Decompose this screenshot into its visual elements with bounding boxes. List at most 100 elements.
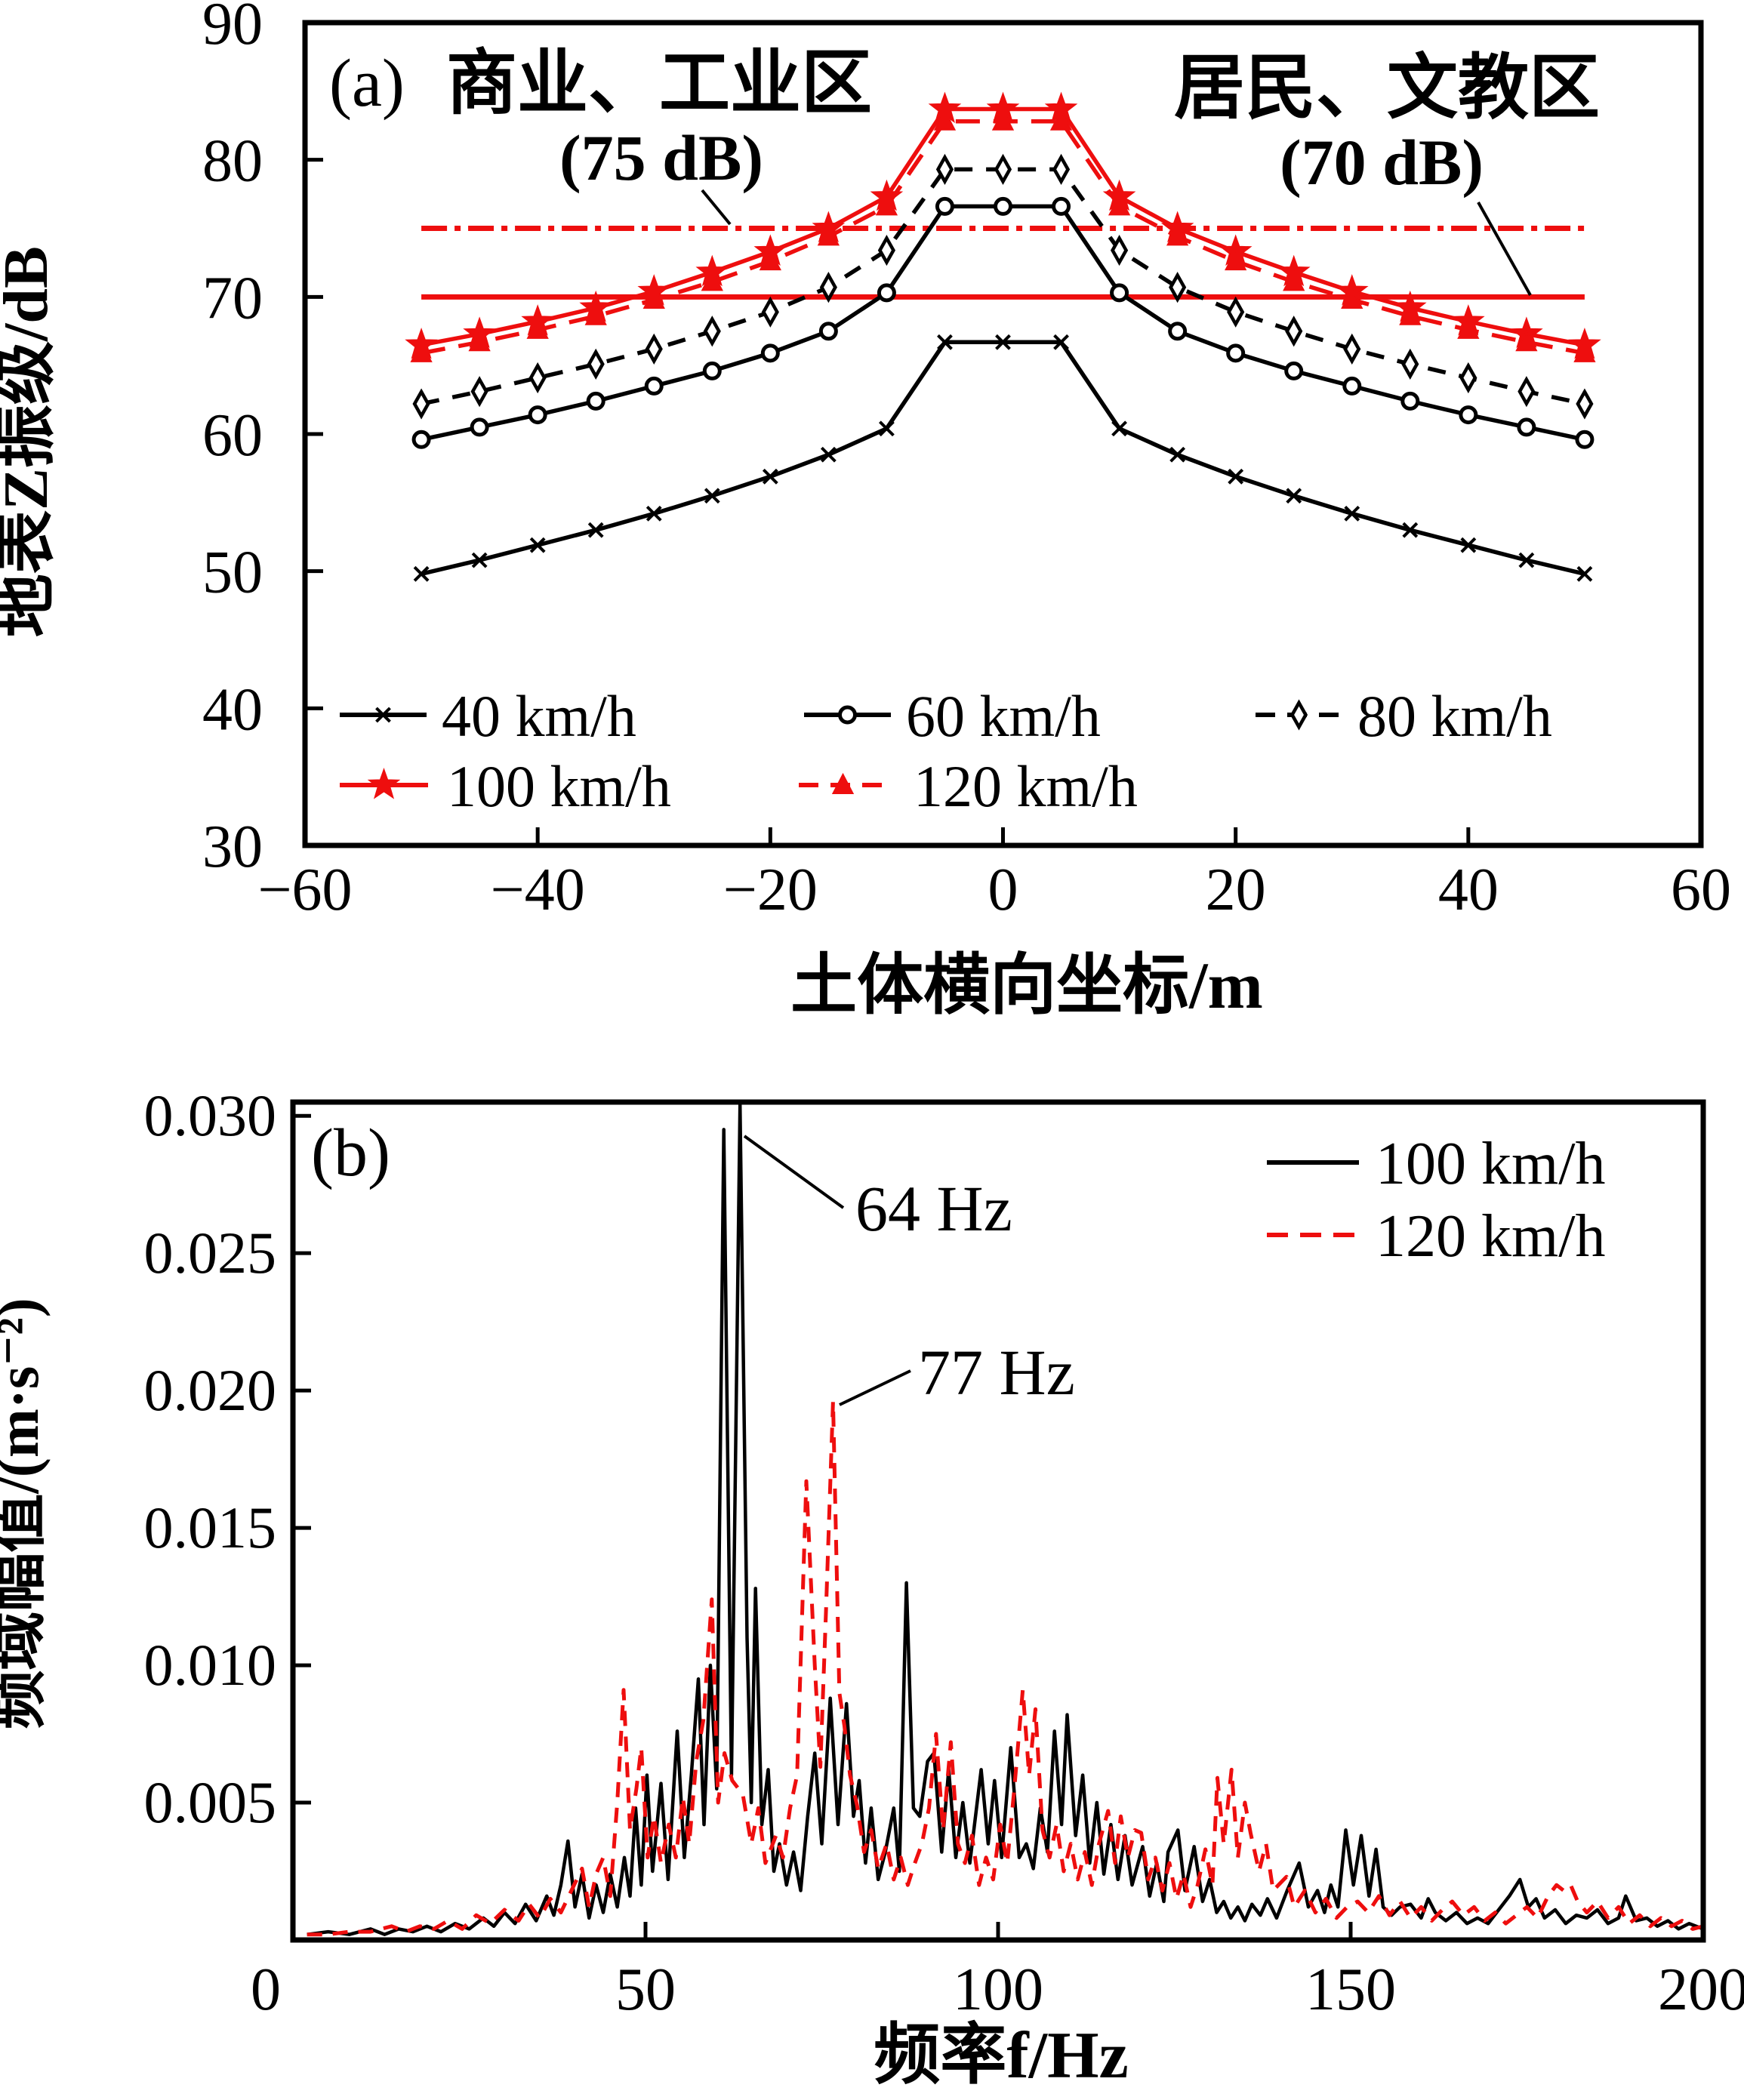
x-marker: [471, 552, 488, 568]
zone-commercial-limit: (75 dB): [559, 122, 763, 194]
triangle-marker: [875, 194, 898, 216]
triangle-marker-glyph: [933, 109, 957, 131]
diamond-marker: [645, 333, 663, 365]
triangle-marker-glyph: [1108, 194, 1131, 216]
triangle-marker: [701, 269, 723, 291]
circle-marker: [528, 405, 547, 425]
circle-marker: [935, 196, 954, 216]
x-marker: [1344, 505, 1360, 522]
triangle-marker: [1225, 248, 1247, 271]
x-marker-glyph: [937, 334, 953, 350]
diamond-marker: [412, 388, 430, 420]
star-marker: [367, 768, 401, 799]
leader-70db: [1477, 202, 1532, 296]
zone-residential-limit: (70 dB): [1280, 126, 1484, 199]
x-marker: [646, 505, 662, 522]
panel-a-label: (a): [329, 46, 405, 121]
legend-item-80km/h: 80 km/h: [1256, 683, 1552, 749]
legend-label: 120 km/h: [914, 753, 1138, 819]
y-tick-label: 90: [202, 0, 263, 57]
circle-marker-glyph: [1284, 361, 1304, 380]
y-tick-label: 0.015: [144, 1495, 277, 1560]
x-marker-glyph: [529, 537, 546, 553]
circle-marker: [994, 196, 1012, 216]
x-tick-label: 150: [1305, 1957, 1396, 2023]
x-marker-glyph: [762, 468, 778, 485]
chart-b-xaxis-title: 频率f/Hz: [874, 2019, 1128, 2092]
legend-label: 100 km/h: [447, 753, 671, 819]
x-tick-label: 20: [1206, 857, 1266, 923]
circle-marker: [702, 361, 722, 380]
x-marker-glyph: [1169, 446, 1186, 463]
x-marker: [529, 537, 546, 553]
diamond-marker-glyph: [819, 272, 837, 303]
x-marker: [879, 420, 895, 437]
triangle-marker: [817, 224, 840, 246]
chart-a-xaxis-title: 土体横向坐标/m: [790, 950, 1263, 1023]
diamond-marker-glyph: [1169, 272, 1187, 303]
triangle-marker: [991, 109, 1015, 131]
circle-marker-glyph: [1052, 196, 1071, 216]
x-marker-glyph: [413, 565, 430, 582]
diamond-marker: [1169, 272, 1187, 303]
x-marker-glyph: [820, 446, 837, 463]
triangle-marker: [1457, 317, 1480, 339]
legend-item-100km/h: 100 km/h: [1267, 1131, 1605, 1197]
triangle-marker-glyph: [759, 248, 781, 271]
circle-marker-glyph: [818, 322, 838, 341]
x-marker-glyph: [375, 707, 391, 723]
triangle-marker: [584, 303, 607, 325]
diamond-marker: [1343, 333, 1361, 365]
star-marker-glyph: [367, 768, 401, 799]
x-tick-label: 0: [251, 1957, 281, 2023]
diamond-marker-glyph: [935, 153, 954, 185]
triangle-marker-glyph: [1283, 269, 1305, 291]
diamond-marker-glyph: [645, 333, 663, 365]
x-tick-label: 50: [615, 1957, 676, 2023]
diamond-marker: [1518, 376, 1536, 408]
diamond-marker-glyph: [412, 388, 430, 420]
x-marker: [587, 522, 604, 538]
circle-marker: [1342, 376, 1362, 396]
circle-marker-glyph: [702, 361, 722, 380]
x-marker: [413, 565, 430, 582]
diamond-marker-glyph: [877, 234, 895, 266]
y-tick-label: 0.010: [144, 1632, 277, 1698]
legend-item-40km/h: 40 km/h: [340, 683, 636, 749]
x-marker-glyph: [1286, 488, 1302, 504]
triangle-marker: [1399, 303, 1422, 325]
circle-marker: [838, 705, 857, 725]
triangle-marker: [1108, 194, 1131, 216]
legend-label: 40 km/h: [442, 683, 636, 749]
y-tick-label: 80: [202, 128, 263, 195]
diamond-marker: [528, 362, 547, 394]
triangle-marker-glyph: [1399, 303, 1422, 325]
spectrum-100km/h: [307, 1103, 1703, 1936]
x-marker-glyph: [995, 334, 1011, 350]
triangle-marker-glyph: [1515, 330, 1538, 352]
circle-marker-glyph: [586, 391, 605, 411]
x-marker-glyph: [1460, 537, 1477, 553]
x-tick-label: 100: [953, 1957, 1043, 2023]
x-marker-glyph: [1228, 468, 1244, 485]
circle-marker: [411, 430, 431, 449]
legend-label: 80 km/h: [1357, 683, 1552, 749]
x-tick-label: 200: [1658, 1957, 1744, 2023]
diamond-marker: [877, 234, 895, 266]
diamond-marker: [470, 376, 488, 408]
circle-marker: [586, 391, 605, 411]
diamond-marker: [703, 316, 721, 347]
diamond-marker-glyph: [1343, 333, 1361, 365]
circle-marker-glyph: [528, 405, 547, 425]
diamond-marker-glyph: [1052, 153, 1071, 185]
diamond-marker-glyph: [587, 348, 605, 380]
x-marker: [1576, 565, 1593, 582]
x-marker-glyph: [879, 420, 895, 437]
circle-marker: [818, 322, 838, 341]
diamond-marker-glyph: [1518, 376, 1536, 408]
circle-marker: [760, 343, 780, 363]
x-marker: [704, 488, 720, 504]
diamond-marker-glyph: [1576, 388, 1594, 420]
triangle-marker-glyph: [410, 340, 433, 362]
y-tick-label: 30: [202, 814, 263, 880]
